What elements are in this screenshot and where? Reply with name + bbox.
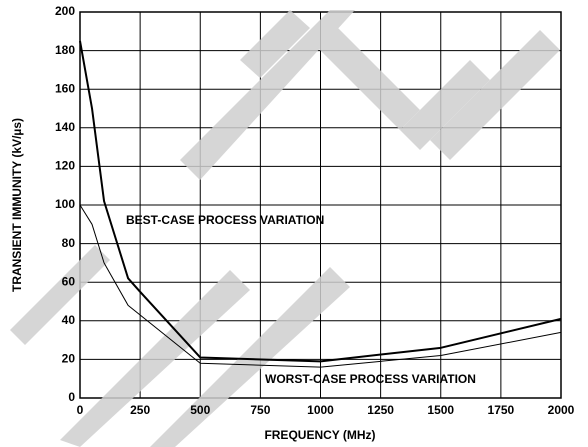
series xyxy=(79,40,562,368)
y-tick-label: 140 xyxy=(55,120,75,134)
y-tick-label: 100 xyxy=(55,197,75,211)
y-tick-label: 60 xyxy=(62,274,76,288)
y-tick-label: 20 xyxy=(62,352,76,366)
y-tick-label: 180 xyxy=(55,43,75,57)
series-line xyxy=(79,40,562,363)
x-tick-label: 1500 xyxy=(427,403,454,417)
y-tick-label: 120 xyxy=(55,159,75,173)
series-line xyxy=(79,204,562,368)
watermark-stroke xyxy=(400,60,490,150)
y-tick-label: 0 xyxy=(68,390,75,404)
series-label: WORST-CASE PROCESS VARIATION xyxy=(265,372,476,386)
watermark-stroke xyxy=(10,245,110,345)
x-tick-label: 0 xyxy=(77,403,84,417)
y-axis-label: TRANSIENT IMMUNITY (kV/µs) xyxy=(10,118,24,292)
watermark-stroke xyxy=(240,10,310,78)
x-axis-label: FREQUENCY (MHz) xyxy=(264,428,375,442)
watermark-stroke xyxy=(150,267,350,447)
x-tick-label: 1250 xyxy=(367,403,394,417)
watermark-stroke xyxy=(430,30,560,160)
x-tick-label: 500 xyxy=(190,403,210,417)
x-tick-label: 2000 xyxy=(548,403,575,417)
watermark-stroke xyxy=(60,270,250,447)
x-tick-label: 1000 xyxy=(307,403,334,417)
y-tick-label: 200 xyxy=(55,4,75,18)
x-tick-label: 750 xyxy=(250,403,270,417)
y-tick-label: 40 xyxy=(62,313,76,327)
grid xyxy=(79,11,562,399)
watermark-stroke xyxy=(310,20,420,130)
y-tick-label: 80 xyxy=(62,236,76,250)
x-tick-label: 1750 xyxy=(488,403,515,417)
x-tick-label: 250 xyxy=(130,403,150,417)
watermark-stroke xyxy=(180,10,355,180)
watermark xyxy=(10,10,560,447)
series-label: BEST-CASE PROCESS VARIATION xyxy=(126,213,324,227)
y-tick-label: 160 xyxy=(55,81,75,95)
